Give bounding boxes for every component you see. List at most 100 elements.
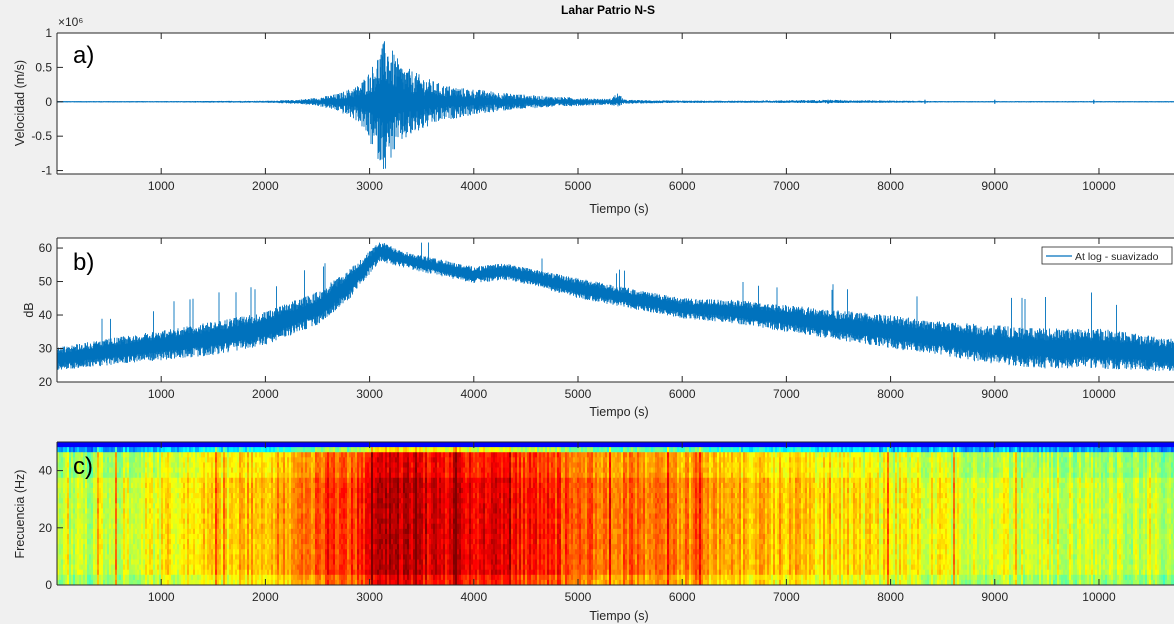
spectrogram-cell — [75, 477, 78, 484]
spectrogram-cell — [81, 447, 84, 453]
spectrogram-cell — [81, 442, 84, 448]
spectrogram-cell — [89, 477, 92, 484]
spectrogram-cell — [137, 574, 140, 581]
spectrogram-cell — [115, 462, 118, 468]
spectrogram-cell — [123, 477, 126, 484]
spectrogram-cell — [137, 442, 140, 448]
spectrogram-cell — [71, 452, 74, 458]
spectrogram-cell — [83, 457, 86, 463]
spectrogram-cell — [153, 452, 156, 458]
spectrogram-cell — [77, 518, 80, 525]
spectrogram-cell — [115, 467, 118, 474]
spectrogram-cell — [127, 513, 130, 520]
spectrogram-cell — [145, 477, 148, 484]
spectrogram-cell — [95, 442, 98, 448]
spectrogram-cell — [81, 549, 84, 555]
spectrogram-cell — [83, 447, 86, 453]
spectrogram-cell — [111, 559, 114, 565]
spectrogram-cell — [113, 498, 116, 504]
spectrogram-cell — [59, 574, 62, 581]
spectrogram-cell — [151, 533, 154, 540]
spectrogram-cell — [119, 518, 122, 525]
spectrogram-cell — [153, 544, 156, 550]
spectrogram-cell — [111, 493, 114, 499]
spectrogram-cell — [79, 447, 82, 453]
spectrogram-cell — [71, 574, 74, 581]
spectrogram-cell — [117, 452, 120, 458]
spectrogram-cell — [91, 487, 94, 494]
spectrogram-cell — [119, 442, 122, 448]
spectrogram-cell — [107, 493, 110, 499]
spectrogram-cell — [115, 452, 118, 458]
x-tick-label: 4000 — [460, 179, 487, 193]
spectrogram-cell — [135, 569, 138, 576]
spectrogram-cell — [125, 472, 128, 479]
spectrogram-cell — [75, 533, 78, 540]
spectrogram-cell — [155, 539, 158, 545]
spectrogram-cell — [135, 447, 138, 453]
spectrogram-cell — [153, 493, 156, 499]
spectrogram-cell — [57, 518, 60, 525]
spectrogram-cell — [77, 544, 80, 550]
spectrogram-cell — [131, 579, 134, 586]
spectrogram-cell — [61, 487, 64, 494]
spectrogram-cell — [103, 549, 106, 555]
spectrogram-cell — [79, 539, 82, 545]
spectrogram-cell — [63, 467, 66, 474]
spectrogram-cell — [101, 442, 104, 448]
spectrogram-cell — [113, 452, 116, 458]
spectrogram-cell — [107, 523, 110, 530]
spectrogram-cell — [91, 544, 94, 550]
spectrogram-cell — [139, 559, 142, 565]
spectrogram-cell — [153, 472, 156, 479]
spectrogram-cell — [119, 539, 122, 545]
spectrogram-cell — [115, 513, 118, 520]
spectrogram-cell — [109, 462, 112, 468]
spectrogram-cell — [103, 467, 106, 474]
spectrogram-cell — [93, 447, 96, 453]
spectrogram-cell — [119, 457, 122, 463]
spectrogram-cell — [121, 559, 124, 565]
x-tick-label: 8000 — [877, 387, 904, 401]
spectrogram-cell — [151, 574, 154, 581]
spectrogram-cell — [131, 472, 134, 479]
spectrogram-cell — [153, 564, 156, 571]
spectrogram-cell — [109, 559, 112, 565]
spectrogram-cell — [129, 559, 132, 565]
spectrogram-cell — [59, 544, 62, 550]
spectrogram-cell — [97, 579, 100, 586]
spectrogram-cell — [145, 569, 148, 576]
spectrogram-cell — [85, 559, 88, 565]
spectrogram-cell — [73, 549, 76, 555]
spectrogram-cell — [151, 554, 154, 560]
spectrogram-cell — [73, 472, 76, 479]
spectrogram-cell — [75, 539, 78, 545]
spectrogram-cell — [131, 528, 134, 535]
spectrogram-cell — [63, 569, 66, 576]
spectrogram-cell — [85, 544, 88, 550]
spectrogram-cell — [105, 508, 108, 514]
spectrogram-cell — [93, 579, 96, 586]
spectrogram-cell — [137, 447, 140, 453]
spectrogram-cell — [137, 462, 140, 468]
x-tick-label: 2000 — [252, 179, 279, 193]
spectrogram-cell — [133, 554, 136, 560]
spectrogram-cell — [119, 467, 122, 474]
spectrogram-cell — [85, 472, 88, 479]
spectrogram-cell — [129, 569, 132, 576]
spectrogram-cell — [137, 564, 140, 571]
spectrogram-cell — [79, 467, 82, 474]
spectrogram-cell — [153, 498, 156, 504]
spectrogram-cell — [133, 503, 136, 509]
spectrogram-cell — [123, 452, 126, 458]
spectrogram-cell — [145, 554, 148, 560]
spectrogram-cell — [107, 513, 110, 520]
spectrogram-cell — [133, 493, 136, 499]
spectrogram-cell — [85, 523, 88, 530]
spectrogram-cell — [143, 462, 146, 468]
spectrogram-cell — [99, 523, 102, 530]
spectrogram-cell — [133, 523, 136, 530]
spectrogram-cell — [97, 518, 100, 525]
spectrogram-cell — [91, 503, 94, 509]
spectrogram-cell — [129, 554, 132, 560]
